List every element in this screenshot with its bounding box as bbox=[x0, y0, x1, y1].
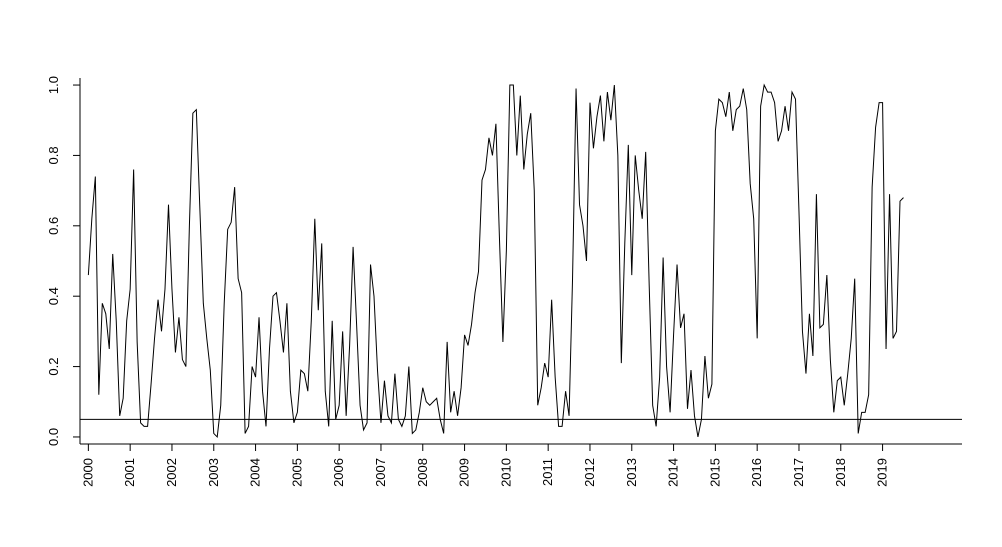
series-line-0 bbox=[88, 85, 903, 437]
x-tick-label: 2019 bbox=[875, 458, 890, 487]
x-tick-label: 2007 bbox=[373, 458, 388, 487]
x-axis: 2000 2001 2002 2003 2004 2005 2006 2007 2008 2009… bbox=[80, 444, 889, 487]
x-tick-label: 2018 bbox=[833, 458, 848, 487]
x-tick-label: 2008 bbox=[415, 458, 430, 487]
y-axis: 0.0 0.2 0.4 0.6 0.8 1.0 bbox=[46, 76, 80, 446]
x-tick-label: 2014 bbox=[666, 458, 681, 487]
x-tick-label: 2004 bbox=[248, 458, 263, 487]
x-tick-label: 2016 bbox=[749, 458, 764, 487]
y-tick-label: 1.0 bbox=[46, 76, 61, 94]
y-tick-label: 0.8 bbox=[46, 146, 61, 164]
x-tick-label: 2006 bbox=[331, 458, 346, 487]
y-tick-label: 0.2 bbox=[46, 358, 61, 376]
x-tick-label: 2001 bbox=[122, 458, 137, 487]
x-tick-label: 2009 bbox=[457, 458, 472, 487]
x-tick-label: 2011 bbox=[540, 458, 555, 486]
series-group bbox=[88, 85, 903, 437]
x-tick-label: 2013 bbox=[624, 458, 639, 487]
plot-frame bbox=[80, 78, 962, 444]
x-tick-label: 2012 bbox=[582, 458, 597, 487]
x-tick-label: 2010 bbox=[498, 458, 513, 487]
x-tick-label: 2000 bbox=[80, 458, 95, 487]
x-tick-label: 2015 bbox=[707, 458, 722, 487]
x-tick-label: 2003 bbox=[206, 458, 221, 487]
x-tick-label: 2017 bbox=[791, 458, 806, 487]
x-tick-label: 2005 bbox=[289, 458, 304, 487]
x-tick-label: 2002 bbox=[164, 458, 179, 487]
y-tick-label: 0.0 bbox=[46, 428, 61, 446]
y-tick-label: 0.6 bbox=[46, 217, 61, 235]
y-tick-label: 0.4 bbox=[46, 287, 61, 305]
